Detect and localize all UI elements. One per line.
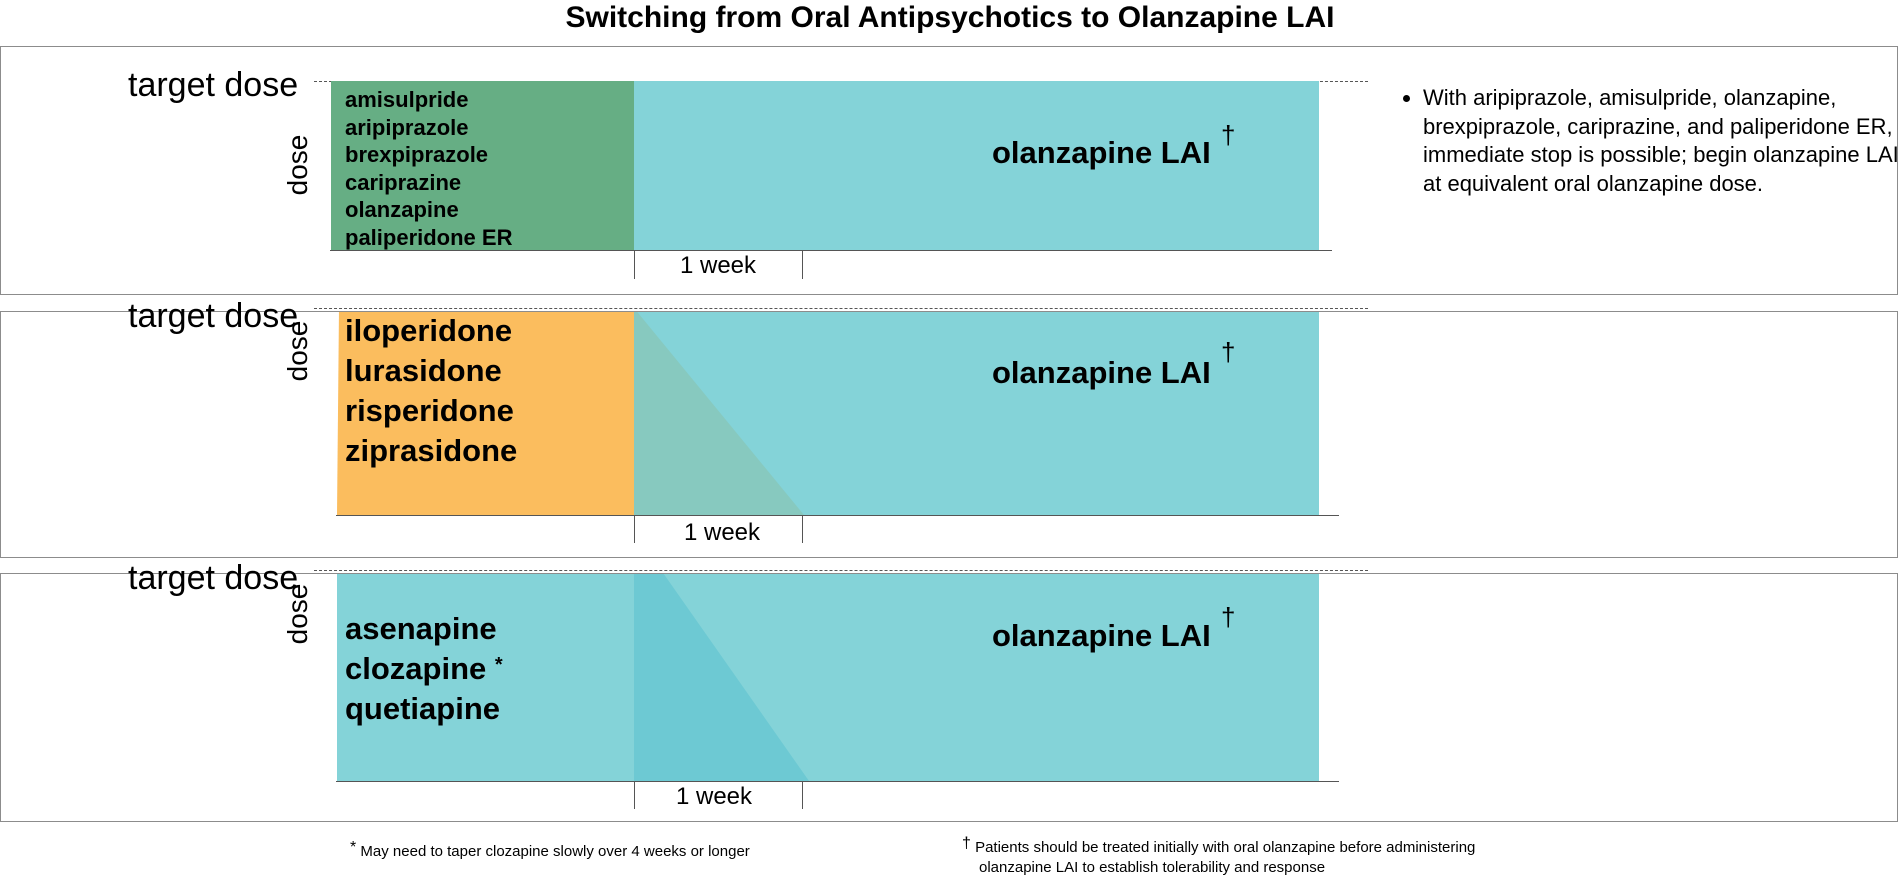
drug-name: asenapine	[345, 611, 497, 646]
oral-drug-block	[331, 81, 634, 250]
olanzapine-lai-label: olanzapine LAI	[992, 355, 1211, 390]
target-dose-label: target dose	[128, 297, 299, 335]
week-label: 1 week	[675, 783, 753, 810]
time-axis	[330, 250, 1332, 251]
switch-panel-cross-taper: target dose dose asenapine clozapine * q…	[0, 559, 1898, 822]
week-tick-end	[802, 515, 803, 543]
week-tick-start	[634, 250, 635, 279]
asterisk-mark: *	[494, 654, 503, 676]
week-label: 1 week	[683, 519, 761, 546]
week-tick-start	[634, 515, 635, 543]
taper-overlap-triangle	[634, 574, 809, 781]
dagger-mark: †	[1221, 120, 1236, 150]
drug-name: clozapine	[345, 651, 487, 686]
note-bullet: With aripiprazole, amisulpride, olanzapi…	[1423, 84, 1900, 198]
dagger-mark: †	[1221, 337, 1236, 367]
olanzapine-lai-block	[634, 81, 1319, 250]
drug-name: cariprazine	[345, 169, 462, 195]
drug-name-clozapine: clozapine *	[345, 649, 503, 689]
dagger-mark: †	[1221, 602, 1236, 632]
dose-transition-graphic	[337, 312, 1319, 515]
olanzapine-lai-label: olanzapine LAI	[992, 618, 1211, 653]
footnote-symbol: *	[350, 839, 357, 856]
oral-drug-list: asenapine clozapine * quetiapine	[345, 609, 503, 729]
switch-panel-immediate-stop: target dose dose amisulpride aripiprazol…	[0, 46, 1900, 295]
taper-overlap-triangle	[634, 312, 804, 515]
drug-name: olanzapine	[345, 197, 459, 222]
time-axis	[336, 781, 1339, 782]
drug-name: aripiprazole	[345, 114, 469, 140]
week-label: 1 week	[679, 252, 757, 279]
dose-axis-label: dose	[282, 134, 313, 196]
olanzapine-lai-label: olanzapine LAI	[992, 135, 1211, 170]
week-tick-end	[802, 250, 803, 279]
switch-panel-taper: target dose dose iloperidone lurasidone …	[0, 297, 1898, 558]
footnote-text: May need to taper clozapine slowly over …	[360, 843, 750, 860]
week-tick-end	[802, 781, 803, 809]
oral-drug-list: iloperidone lurasidone risperidone zipra…	[345, 311, 517, 471]
dose-transition-graphic	[337, 574, 1319, 781]
switch-note: With aripiprazole, amisulpride, olanzapi…	[1401, 84, 1900, 198]
week-tick-start	[634, 781, 635, 809]
drug-name: ziprasidone	[345, 433, 518, 468]
drug-name: lurasidone	[345, 353, 502, 388]
oral-drug-block	[337, 312, 634, 515]
footnote-text: Patients should be treated initially wit…	[975, 839, 1476, 856]
oral-drug-list: amisulpride aripiprazole brexpiprazole c…	[345, 86, 512, 251]
drug-name: risperidone	[345, 393, 514, 428]
target-dose-label: target dose	[128, 559, 299, 597]
footnote-symbol: †	[962, 835, 971, 852]
footnote-clozapine: * May need to taper clozapine slowly ove…	[350, 839, 750, 861]
drug-name: brexpiprazole	[345, 142, 489, 167]
target-dose-line	[314, 308, 1368, 309]
drug-name: iloperidone	[345, 313, 513, 348]
footnote-dagger: † Patients should be treated initially w…	[962, 835, 1476, 857]
oral-drug-block	[337, 574, 634, 781]
drug-name: quetiapine	[345, 691, 501, 726]
footnote-dagger-line2: olanzapine LAI to establish tolerability…	[979, 859, 1326, 876]
drug-name: amisulpride	[345, 87, 469, 112]
page-title: Switching from Oral Antipsychotics to Ol…	[565, 1, 1335, 34]
time-axis	[336, 515, 1339, 516]
target-dose-line	[314, 570, 1368, 571]
drug-name: paliperidone ER	[345, 224, 513, 250]
target-dose-label: target dose	[128, 66, 299, 104]
